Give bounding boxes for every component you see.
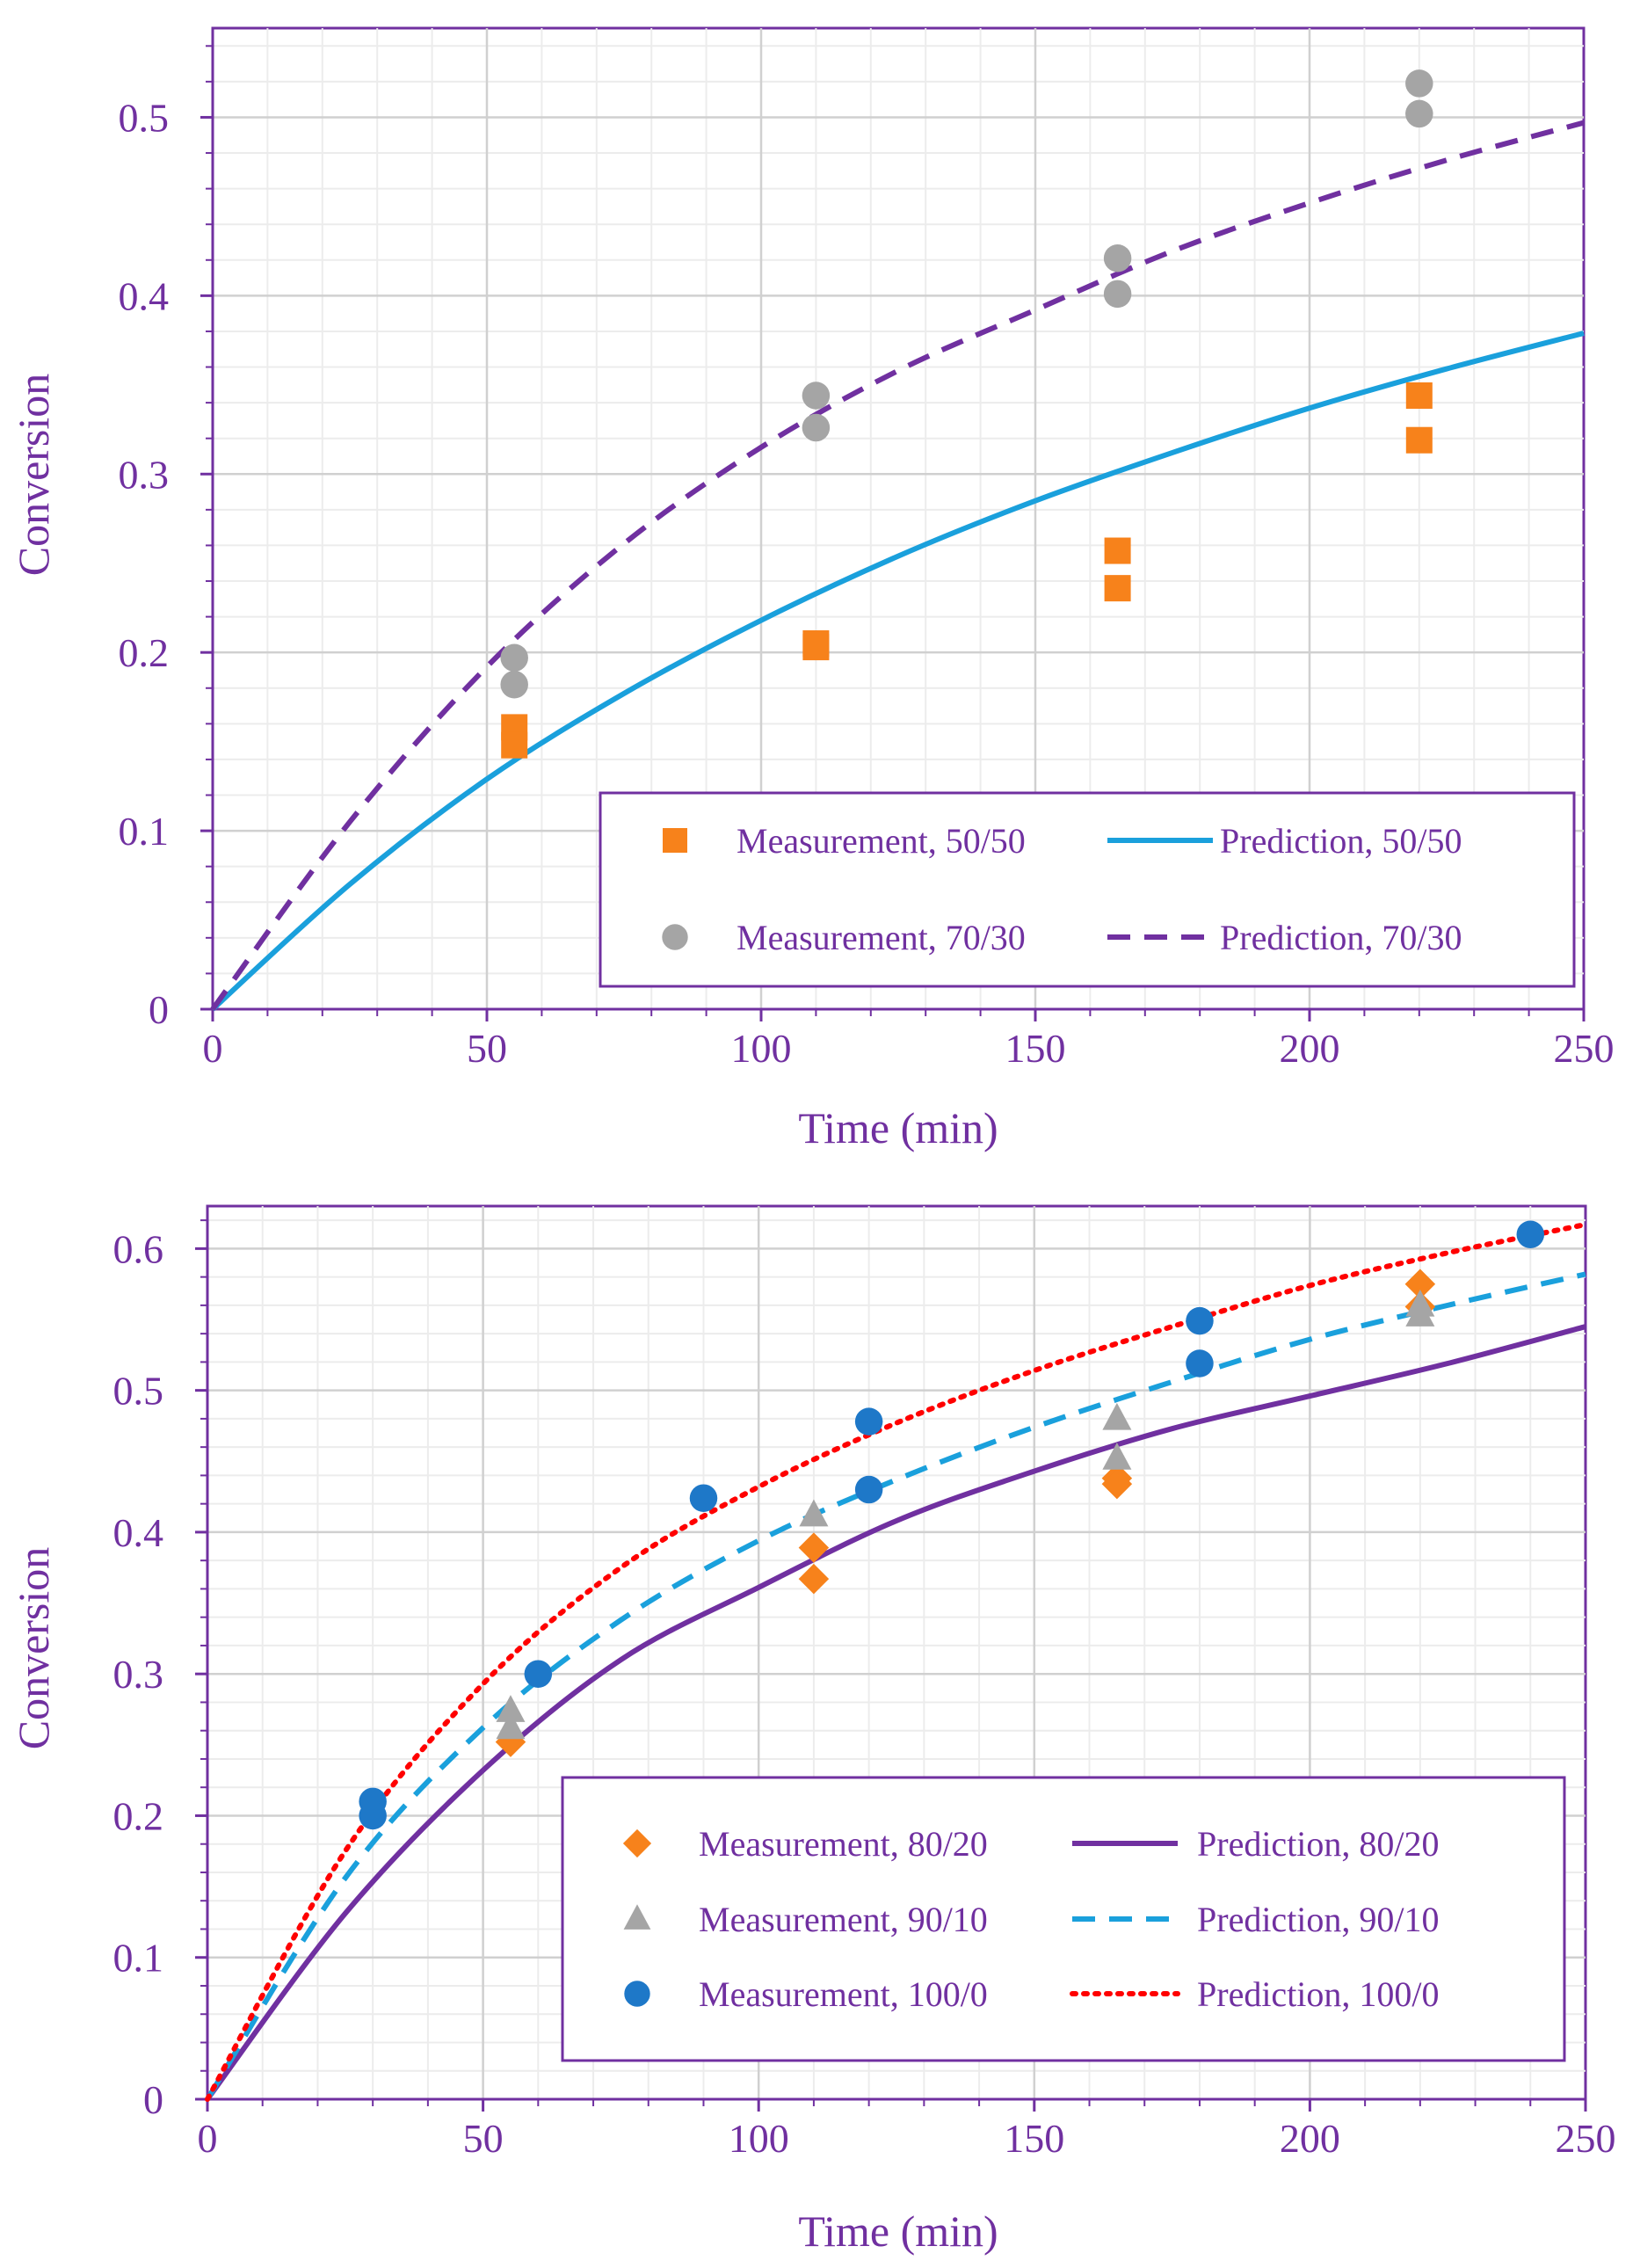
- chart-bottom-y-tick-label: 0: [143, 2077, 163, 2122]
- chart-bottom-line-prediction-100-0: [205, 1221, 1588, 2102]
- chart-top-x-tick-label: 250: [1554, 1026, 1615, 1071]
- chart-top-point-measurement-70-30: [500, 643, 528, 672]
- chart-top-tick-marks: [200, 45, 1586, 1021]
- chart-bottom-line-prediction-80-20: [205, 1324, 1586, 2101]
- chart-top-legend-label-prediction-50-50: Prediction, 50/50: [1220, 821, 1462, 861]
- chart-bottom-y-axis-title: Conversion: [9, 1547, 58, 1750]
- chart-top-point-measurement-50-50: [1405, 382, 1433, 409]
- chart-top: 0 50 100 150 200 250 0 0.1 0.2 0.3 0.4 0.5 Time (m…: [9, 26, 1615, 1152]
- chart-top-y-tick-label: 0.5: [119, 95, 170, 140]
- chart-bottom-point-measurement-90-10: [1102, 1402, 1132, 1430]
- chart-bottom-legend: Measurement, 80/20 Prediction, 80/20 Measu…: [561, 1776, 1566, 2062]
- chart-bottom-point-measurement-90-10: [1405, 1299, 1435, 1327]
- chart-top-y-tick-label: 0.3: [119, 452, 170, 497]
- chart-bottom-point-measurement-100-0: [359, 1801, 387, 1830]
- chart-bottom-point-measurement-80-20: [798, 1532, 830, 1563]
- chart-top-x-tick-label: 100: [731, 1026, 792, 1071]
- chart-top-point-measurement-70-30: [1103, 244, 1132, 273]
- chart-bottom-legend-label-prediction-100-0: Prediction, 100/0: [1197, 1974, 1440, 2014]
- chart-bottom-point-measurement-90-10: [496, 1712, 526, 1740]
- chart-bottom-y-tick-labels: 0 0.1 0.2 0.3 0.4 0.5 0.6: [113, 1226, 164, 2122]
- chart-bottom-y-tick-label: 0.3: [113, 1652, 164, 1697]
- chart-bottom-legend-label-prediction-90-10: Prediction, 90/10: [1197, 1900, 1440, 1939]
- chart-top-markers: [500, 69, 1433, 759]
- chart-top-y-tick-label: 0.1: [119, 809, 170, 854]
- chart-bottom-point-measurement-80-20: [798, 1563, 830, 1595]
- chart-bottom-point-measurement-80-20: [1404, 1268, 1436, 1299]
- chart-top-legend-box: [599, 791, 1576, 988]
- chart-top-point-measurement-50-50: [501, 731, 528, 759]
- chart-bottom-tick-marks: [195, 1219, 1587, 2112]
- chart-top-point-measurement-70-30: [1405, 99, 1433, 128]
- chart-bottom-y-tick-label: 0.4: [113, 1510, 164, 1555]
- chart-top-legend-marker-measurement-70-30: [662, 924, 688, 950]
- chart-bottom-lines: [205, 1221, 1588, 2102]
- chart-bottom-legend-label-measurement-90-10: Measurement, 90/10: [699, 1900, 988, 1939]
- chart-bottom-y-tick-label: 0.1: [113, 1936, 164, 1981]
- chart-bottom-legend-box: [561, 1776, 1566, 2062]
- chart-top-y-axis-title: Conversion: [9, 374, 58, 577]
- chart-top-point-measurement-50-50: [1104, 537, 1131, 564]
- chart-top-point-measurement-70-30: [500, 670, 528, 699]
- chart-bottom-point-measurement-100-0: [689, 1484, 718, 1512]
- chart-top-x-tick-labels: 0 50 100 150 200 250: [203, 1026, 1615, 1071]
- chart-bottom-point-measurement-100-0: [1186, 1306, 1214, 1335]
- chart-bottom-legend-label-measurement-100-0: Measurement, 100/0: [699, 1974, 988, 2014]
- chart-top-point-measurement-70-30: [802, 413, 831, 442]
- chart-bottom-x-tick-label: 250: [1556, 2116, 1616, 2161]
- chart-top-legend: Measurement, 50/50 Prediction, 50/50 Measu…: [599, 791, 1576, 988]
- chart-top-point-measurement-70-30: [1405, 69, 1433, 98]
- chart-top-point-measurement-50-50: [1405, 426, 1433, 454]
- chart-top-x-tick-label: 50: [467, 1026, 507, 1071]
- chart-top-point-measurement-50-50: [802, 634, 830, 661]
- chart-top-line-prediction-50-50: [210, 331, 1585, 1012]
- chart-top-y-tick-label: 0: [149, 987, 169, 1032]
- chart-bottom-point-measurement-100-0: [1516, 1220, 1545, 1249]
- chart-top-point-measurement-50-50: [1104, 575, 1131, 602]
- chart-top-legend-label-measurement-50-50: Measurement, 50/50: [737, 821, 1026, 861]
- chart-top-y-tick-label: 0.2: [119, 630, 170, 675]
- chart-top-x-tick-label: 150: [1005, 1026, 1066, 1071]
- chart-bottom-y-tick-label: 0.5: [113, 1369, 164, 1414]
- chart-bottom-x-tick-label: 0: [198, 2116, 218, 2161]
- chart-bottom-x-axis-title: Time (min): [798, 2206, 998, 2256]
- chart-bottom-point-measurement-80-20: [1101, 1468, 1133, 1500]
- chart-bottom-x-tick-label: 50: [463, 2116, 504, 2161]
- chart-bottom-legend-marker-measurement-90-10: [623, 1904, 651, 1930]
- chart-bottom-markers: [359, 1220, 1545, 1830]
- chart-bottom-x-tick-label: 200: [1280, 2116, 1340, 2161]
- chart-bottom-legend-marker-measurement-100-0: [624, 1981, 650, 2007]
- chart-bottom-y-tick-label: 0.6: [113, 1226, 164, 1271]
- chart-bottom-point-measurement-90-10: [1102, 1443, 1132, 1470]
- chart-top-lines: [210, 120, 1585, 1012]
- chart-top-x-tick-label: 200: [1280, 1026, 1340, 1071]
- chart-bottom-line-prediction-90-10: [205, 1271, 1586, 2101]
- chart-bottom-legend-marker-measurement-80-20: [622, 1828, 652, 1858]
- chart-top-legend-marker-measurement-50-50: [663, 828, 687, 853]
- chart-bottom-point-measurement-90-10: [799, 1499, 829, 1527]
- chart-bottom-x-tick-label: 100: [729, 2116, 789, 2161]
- chart-bottom-point-measurement-90-10: [496, 1695, 526, 1722]
- chart-bottom-x-tick-label: 150: [1004, 2116, 1064, 2161]
- chart-top-point-measurement-70-30: [1103, 280, 1132, 309]
- chart-top-point-measurement-70-30: [802, 382, 831, 410]
- chart-bottom: 0 50 100 150 200 250 0 0.1 0.2 0.3 0.4 0.5 0.6 Time…: [9, 1204, 1616, 2256]
- chart-top-legend-label-measurement-70-30: Measurement, 70/30: [737, 918, 1026, 957]
- chart-bottom-point-measurement-100-0: [1186, 1349, 1214, 1378]
- chart-top-y-tick-labels: 0 0.1 0.2 0.3 0.4 0.5: [119, 95, 170, 1032]
- chart-bottom-x-tick-labels: 0 50 100 150 200 250: [198, 2116, 1616, 2161]
- chart-bottom-y-tick-label: 0.2: [113, 1793, 164, 1838]
- chart-bottom-point-measurement-100-0: [524, 1660, 553, 1688]
- chart-bottom-legend-label-measurement-80-20: Measurement, 80/20: [699, 1824, 988, 1864]
- chart-top-x-axis-title: Time (min): [798, 1103, 998, 1152]
- chart-top-x-tick-label: 0: [203, 1026, 223, 1071]
- chart-bottom-legend-label-prediction-80-20: Prediction, 80/20: [1197, 1824, 1440, 1864]
- chart-bottom-point-measurement-100-0: [854, 1475, 883, 1504]
- chart-top-legend-label-prediction-70-30: Prediction, 70/30: [1220, 918, 1462, 957]
- chart-bottom-point-measurement-100-0: [854, 1407, 883, 1436]
- chart-top-y-tick-label: 0.4: [119, 273, 170, 318]
- chart-top-line-prediction-70-30: [210, 120, 1585, 1011]
